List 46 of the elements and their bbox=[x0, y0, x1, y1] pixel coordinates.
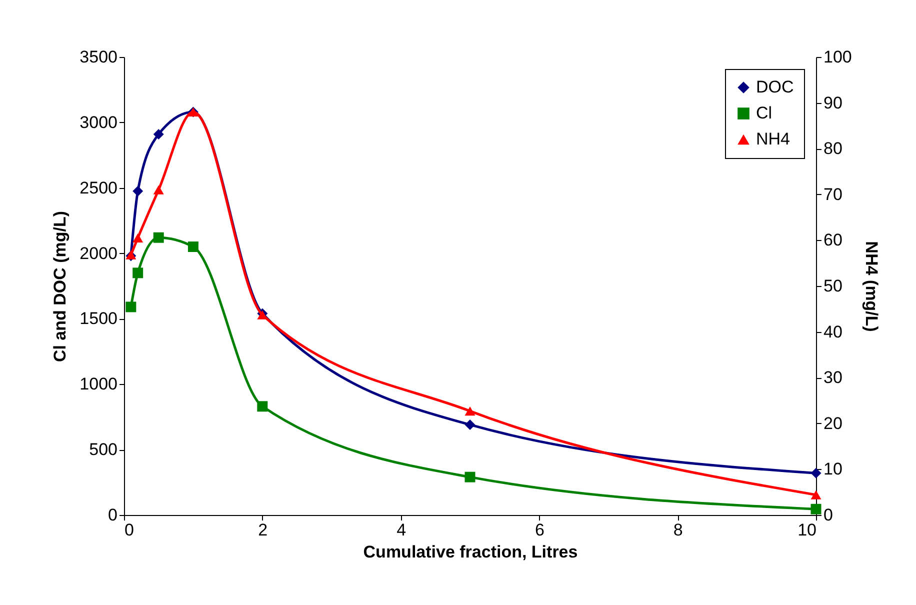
x-tick-label: 8 bbox=[673, 520, 683, 540]
legend-label: NH4 bbox=[756, 130, 790, 148]
legend-label: DOC bbox=[756, 78, 794, 96]
y-axis-title: Cl and DOC (mg/L) bbox=[50, 210, 70, 362]
y-tick-label: 0 bbox=[108, 506, 118, 524]
point bbox=[153, 128, 164, 140]
legend-label: Cl bbox=[756, 104, 772, 122]
y2-tick-label: 80 bbox=[824, 139, 842, 158]
y2-tick-label: 70 bbox=[824, 184, 842, 204]
x-axis-title: Cumulative fraction, Litres bbox=[363, 542, 578, 562]
x-tick-label: 0 bbox=[124, 520, 134, 540]
point bbox=[132, 186, 144, 196]
y2-tick-label: 10 bbox=[824, 460, 842, 479]
point bbox=[464, 472, 476, 482]
y-tick-label: 3500 bbox=[80, 48, 118, 66]
point bbox=[126, 302, 136, 312]
y2-tick-label: 60 bbox=[824, 230, 842, 250]
x-tick-label: 4 bbox=[396, 520, 406, 540]
y-tick-label: 500 bbox=[89, 440, 118, 460]
y2-tick-label: 30 bbox=[824, 368, 842, 388]
y2-tick-label: 90 bbox=[824, 93, 842, 112]
x-tick-label: 2 bbox=[258, 520, 268, 540]
point bbox=[810, 504, 822, 514]
y-tick-label: 3000 bbox=[80, 112, 118, 132]
y2-axis-title: NH4 (mg/L) bbox=[862, 241, 881, 332]
point bbox=[132, 268, 144, 278]
point bbox=[810, 490, 822, 500]
point bbox=[153, 232, 164, 243]
y-tick-label: 2500 bbox=[80, 178, 118, 198]
y-tick-label: 1500 bbox=[80, 309, 118, 328]
point bbox=[188, 242, 198, 252]
x-tick-label: 10 bbox=[798, 520, 816, 540]
point bbox=[810, 468, 822, 478]
point bbox=[464, 406, 476, 416]
y-tick-label: 1000 bbox=[80, 374, 118, 394]
point bbox=[132, 233, 144, 242]
y2-tick-label: 50 bbox=[824, 276, 842, 296]
y2-tick-label: 40 bbox=[824, 322, 842, 342]
y-tick-label: 2000 bbox=[80, 244, 118, 263]
x-tick-label: 6 bbox=[534, 520, 544, 540]
point bbox=[153, 185, 164, 194]
y2-tick-label: 0 bbox=[824, 506, 833, 524]
y2-tick-label: 20 bbox=[824, 414, 842, 433]
point bbox=[464, 419, 476, 430]
point bbox=[257, 401, 268, 412]
y2-tick-label: 100 bbox=[824, 48, 852, 66]
